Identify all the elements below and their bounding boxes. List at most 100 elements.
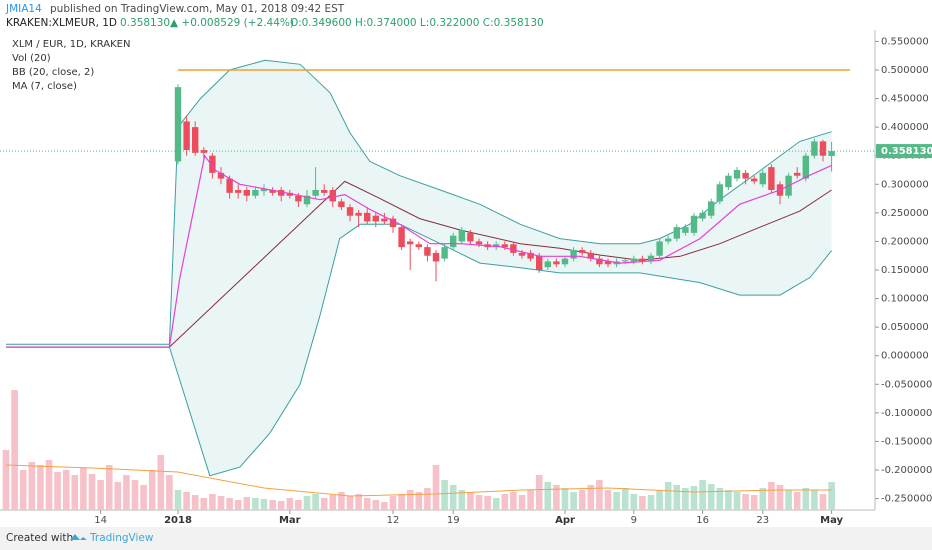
x-tick-label: 12 <box>387 515 400 526</box>
candle-body <box>527 252 534 259</box>
candle-body <box>235 190 242 193</box>
volume-bar <box>312 494 319 510</box>
candle-body <box>510 244 517 253</box>
volume-bar <box>123 475 130 510</box>
candle-body <box>286 192 293 196</box>
volume-bar <box>338 492 345 510</box>
ohlc: O:0.349600 H:0.374000 L:0.322000 C:0.358… <box>290 17 544 29</box>
volume-bar <box>613 492 620 510</box>
candle-body <box>716 184 723 202</box>
candle-body <box>630 258 637 262</box>
candle-body <box>200 150 207 153</box>
volume-bar <box>329 495 337 510</box>
volume-bar <box>432 465 440 510</box>
volume-bar <box>553 485 560 510</box>
y-tick-label: 0.200000 <box>881 236 929 247</box>
candle-body <box>450 235 457 248</box>
volume-bar <box>621 488 629 510</box>
volume-bar <box>793 492 801 510</box>
volume-bar <box>183 492 190 510</box>
volume-ma-line <box>5 464 832 497</box>
footer-logo <box>70 534 87 540</box>
candle-body <box>561 258 569 265</box>
footer-brand[interactable]: TradingView <box>89 532 154 544</box>
volume-bar <box>252 498 259 510</box>
volume-bar <box>243 497 251 510</box>
volume-bar <box>286 498 294 510</box>
volume-bar <box>510 492 517 510</box>
candle-body <box>587 252 594 259</box>
candle-body <box>742 172 749 179</box>
volume-bar <box>467 492 474 510</box>
volume-bar <box>174 490 182 510</box>
footer-created: Created with <box>6 532 73 544</box>
candle-body <box>389 218 397 228</box>
volume-bar <box>355 494 362 510</box>
volume-bar <box>424 488 431 510</box>
volume-bar <box>785 490 792 510</box>
volume-bar <box>441 480 448 510</box>
candle-body <box>751 178 758 182</box>
volume-bar <box>527 490 534 510</box>
volume-bar <box>656 490 663 510</box>
footer-bar <box>0 527 932 550</box>
candle-body <box>338 201 345 208</box>
candle-body <box>656 241 663 256</box>
volume-bar <box>381 502 388 510</box>
candle-body <box>501 244 508 248</box>
x-tick-label: Mar <box>279 515 301 526</box>
volume-bar <box>200 498 208 510</box>
candle-body <box>295 195 302 202</box>
candle-body <box>415 244 422 248</box>
volume-bar <box>742 494 749 510</box>
y-tick-label: 0.150000 <box>881 265 929 276</box>
volume-bar <box>776 485 784 510</box>
candle-body <box>690 215 698 233</box>
plot: -0.250000 -0.200000 -0.150000 -0.100000 -0.0… <box>0 30 932 526</box>
y-tick-label: -0.250000 <box>881 494 932 505</box>
volume-bar <box>11 390 18 510</box>
volume-bar <box>501 494 509 510</box>
volume-bar <box>733 492 741 510</box>
candle-body <box>768 167 775 190</box>
candle-body <box>475 241 483 245</box>
candle-body <box>811 141 818 156</box>
candle-body <box>346 207 354 216</box>
symbol: KRAKEN:XLMEUR, 1D <box>6 17 117 29</box>
candle-body <box>493 244 500 248</box>
candle-body <box>209 155 216 173</box>
volume-bar <box>759 488 767 510</box>
author[interactable]: JMIA14 <box>5 3 42 15</box>
candle-body <box>544 261 551 268</box>
volume-bar <box>578 490 586 510</box>
x-tick-label: 9 <box>631 515 637 526</box>
volume-bar <box>535 475 543 510</box>
volume-bar <box>260 499 268 510</box>
candle-body <box>303 195 311 205</box>
volume-bar <box>80 468 87 510</box>
volume-bar <box>750 495 758 510</box>
y-tick-label: -0.100000 <box>881 408 932 419</box>
last-price-label: 0.358130 <box>881 146 932 157</box>
legend-bb: BB (20, close, 2) <box>12 67 94 78</box>
volume-bar <box>2 450 10 510</box>
volume-bar <box>544 482 552 510</box>
y-tick-label: -0.050000 <box>881 379 932 390</box>
volume-bar <box>277 501 285 510</box>
y-tick-label: 0.400000 <box>881 122 929 133</box>
volume-bar <box>664 482 672 510</box>
candle-body <box>622 260 629 262</box>
candle-body <box>252 190 259 196</box>
volume-bar <box>54 472 61 510</box>
volume-bar <box>140 485 147 510</box>
volume-bar <box>639 496 646 510</box>
candle-body <box>260 188 268 192</box>
candle-body <box>269 190 276 193</box>
candle-body <box>424 247 431 256</box>
legend-title: XLM / EUR, 1D, KRAKEN <box>12 39 130 50</box>
volume-bar <box>811 490 818 510</box>
volume-bar <box>166 475 173 510</box>
volume-bar <box>819 494 827 510</box>
candle-body <box>733 170 741 179</box>
volume-bar <box>492 498 500 510</box>
